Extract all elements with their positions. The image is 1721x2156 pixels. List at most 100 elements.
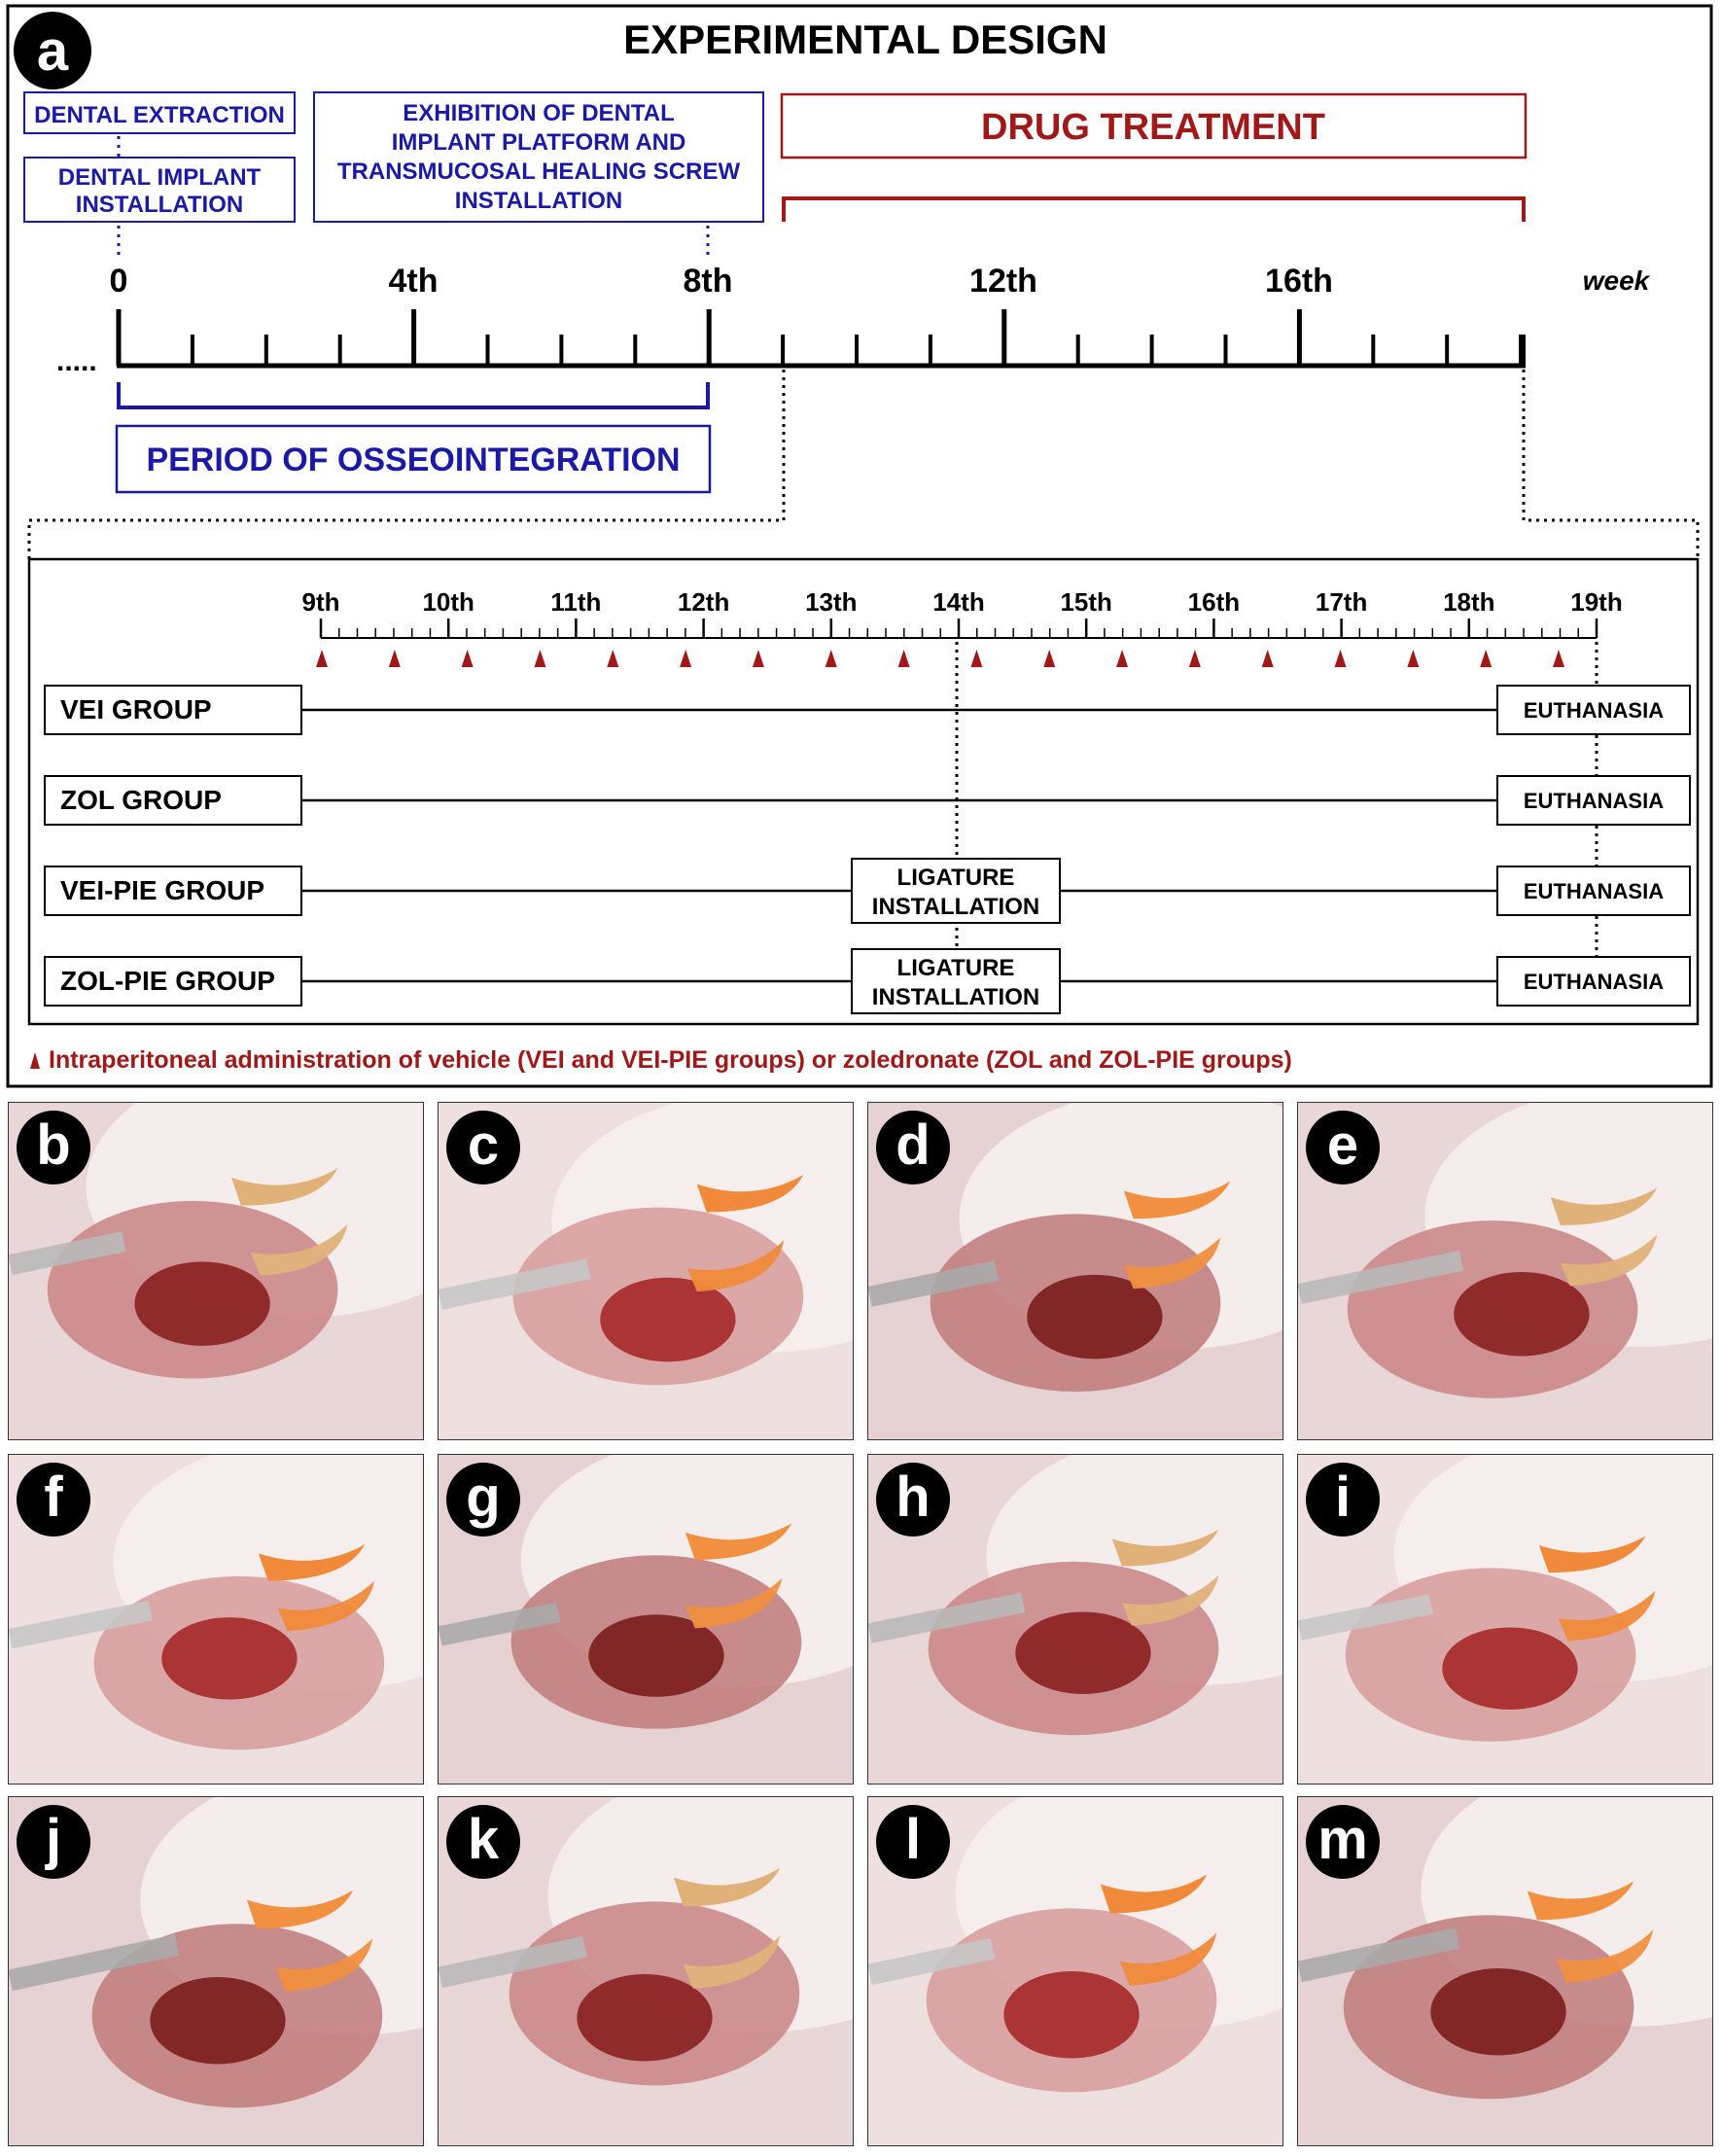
zoom-connector-right	[1522, 370, 1700, 559]
implant-installation-line1: DENTAL IMPLANT	[58, 164, 262, 191]
photo-label-c: c	[446, 1111, 520, 1184]
photo-label-g: g	[446, 1463, 520, 1537]
group-box	[44, 866, 302, 916]
injection-marker	[1480, 650, 1493, 667]
surgical-photo-image	[868, 1103, 1282, 1439]
photo-panel-g: g	[438, 1454, 854, 1785]
photo-panel-i: i	[1297, 1454, 1713, 1785]
exhibition-line3: TRANSMUCOSAL HEALING SCREW	[337, 159, 741, 185]
ligature-text: LIGATURE	[897, 955, 1015, 981]
dental-extraction-text: DENTAL EXTRACTION	[34, 102, 285, 128]
photo-panel-e: e	[1297, 1102, 1713, 1440]
injection-marker	[1334, 650, 1347, 667]
injection-marker	[1116, 650, 1129, 667]
group-box	[44, 956, 302, 1007]
timeline-prefix-dots: .....	[56, 345, 97, 377]
surgical-photo-image	[1298, 1455, 1712, 1784]
detail-week-label: 12th	[678, 587, 729, 617]
main-timeline-ticks	[116, 309, 1526, 366]
group-box	[44, 685, 302, 735]
injection-marker	[461, 650, 474, 667]
photo-panel-m: m	[1297, 1796, 1713, 2146]
exhibition-line1: EXHIBITION OF DENTAL	[403, 100, 675, 126]
panel-a-label: a	[37, 19, 69, 83]
injection-marker	[680, 650, 692, 667]
osseointegration-text: PERIOD OF OSSEOINTEGRATION	[146, 442, 680, 478]
injection-marker	[1188, 650, 1201, 667]
diagram-title: EXPERIMENTAL DESIGN	[623, 17, 1107, 62]
euthanasia-text: EUTHANASIA	[1524, 879, 1664, 903]
injection-marker	[388, 650, 401, 667]
panel-a-badge	[14, 12, 91, 89]
photo-panel-j: j	[8, 1796, 424, 2146]
detail-week-label: 16th	[1188, 587, 1240, 617]
surgical-photo-image	[868, 1455, 1282, 1784]
injection-marker	[534, 650, 546, 667]
photo-label-h: h	[876, 1463, 950, 1537]
detail-week-labels: 9th 10th 11th 12th 13th 14th 15th 16th 17th 18th 1…	[302, 587, 1623, 617]
detail-ticks	[319, 619, 1598, 638]
exhibition-line2: IMPLANT PLATFORM AND	[392, 129, 686, 156]
detail-box	[27, 557, 1700, 1026]
drug-treatment-text: DRUG TREATMENT	[981, 107, 1325, 148]
photo-label-d: d	[876, 1111, 950, 1184]
photo-label-j: j	[17, 1805, 90, 1879]
exhibition-line4: INSTALLATION	[455, 188, 622, 214]
photo-panel-k: k	[438, 1796, 854, 2146]
photo-label-f: f	[17, 1463, 90, 1537]
surgical-photo-image	[439, 1797, 853, 2145]
surgical-photo-image	[9, 1797, 423, 2145]
injection-marker	[607, 650, 619, 667]
euthanasia-text: EUTHANASIA	[1524, 698, 1664, 723]
week-label-12: 12th	[969, 263, 1037, 300]
group-rows: VEI GROUP EUTHANASIA ZOL GROUP EUTHANASIA VE…	[44, 685, 1691, 1014]
euthanasia-box	[1496, 685, 1691, 735]
detail-week-label: 10th	[422, 587, 474, 617]
detail-week-label: 11th	[550, 587, 601, 617]
implant-installation-line2: INSTALLATION	[76, 192, 243, 218]
detail-week-label: 9th	[302, 587, 340, 617]
group-name: ZOL-PIE GROUP	[60, 966, 275, 996]
euthanasia-text: EUTHANASIA	[1524, 789, 1664, 813]
dental-extraction-box	[23, 91, 296, 134]
week-label-4: 4th	[389, 263, 439, 300]
euthanasia-box	[1496, 956, 1691, 1007]
photo-panel-b: b	[8, 1102, 424, 1440]
detail-week-label: 15th	[1060, 587, 1111, 617]
injection-marker	[1553, 650, 1564, 667]
detail-week-label: 19th	[1570, 587, 1622, 617]
photo-label-i: i	[1306, 1463, 1380, 1537]
ligature-box	[851, 858, 1061, 924]
panel-a-frame	[6, 4, 1713, 1088]
injection-marker	[897, 650, 910, 667]
group-name: ZOL GROUP	[60, 785, 222, 815]
detail-week-label: 14th	[932, 587, 984, 617]
group-name: VEI GROUP	[60, 694, 212, 725]
injection-marker	[752, 650, 764, 667]
injection-marker	[1043, 650, 1056, 667]
photo-panel-l: l	[867, 1796, 1283, 2146]
legend-text: Intraperitoneal administration of vehicl…	[49, 1046, 1292, 1074]
ligature-text: INSTALLATION	[872, 984, 1039, 1010]
detail-week-label: 18th	[1443, 587, 1494, 617]
injection-marker	[1261, 650, 1274, 667]
injection-markers	[316, 650, 1564, 667]
exhibition-box	[313, 91, 764, 223]
photo-panel-c: c	[438, 1102, 854, 1440]
photo-panel-d: d	[867, 1102, 1283, 1440]
drug-treatment-box	[780, 92, 1528, 159]
legend-marker	[30, 1052, 40, 1069]
experimental-design-diagram: a EXPERIMENTAL DESIGN DENTAL EXTRACTION …	[6, 4, 1713, 1088]
photo-label-b: b	[17, 1111, 90, 1184]
week-label-16: 16th	[1265, 263, 1333, 300]
week-label-0: 0	[110, 263, 128, 300]
ligature-text: INSTALLATION	[872, 894, 1039, 920]
photo-label-l: l	[876, 1805, 950, 1879]
osseointegration-box	[115, 424, 712, 494]
week-unit: week	[1583, 265, 1651, 296]
week-label-8: 8th	[684, 263, 733, 300]
ligature-box	[851, 948, 1061, 1014]
detail-week-label: 13th	[805, 587, 857, 617]
euthanasia-box	[1496, 866, 1691, 916]
photo-panel-f: f	[8, 1454, 424, 1785]
